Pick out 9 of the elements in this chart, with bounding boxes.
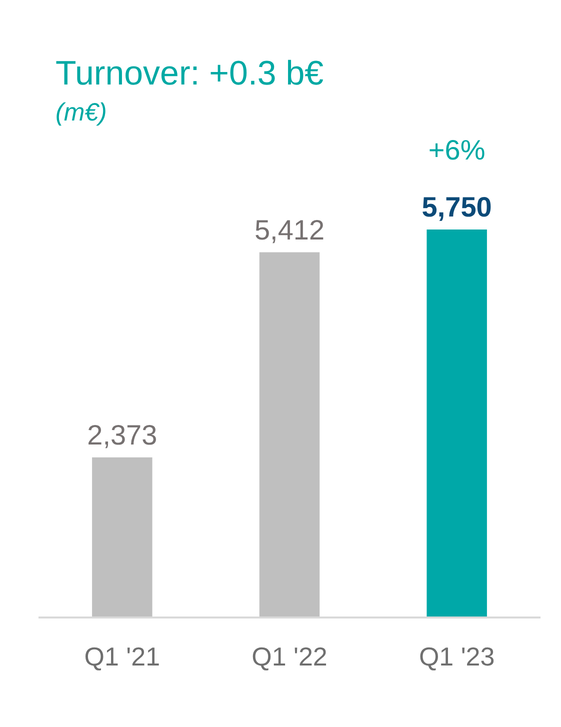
annotation: +6%	[428, 134, 486, 166]
x-tick-label: Q1 '23	[418, 642, 495, 672]
chart-title: Turnover: +0.3 b€	[56, 54, 324, 92]
x-tick-label: Q1 '22	[252, 642, 328, 672]
data-label: 2,373	[87, 419, 158, 450]
data-label: 5,750	[422, 191, 492, 222]
chart-subtitle: (m€)	[56, 98, 107, 126]
x-tick-label: Q1 '21	[84, 642, 160, 672]
data-label: 5,412	[254, 214, 325, 246]
